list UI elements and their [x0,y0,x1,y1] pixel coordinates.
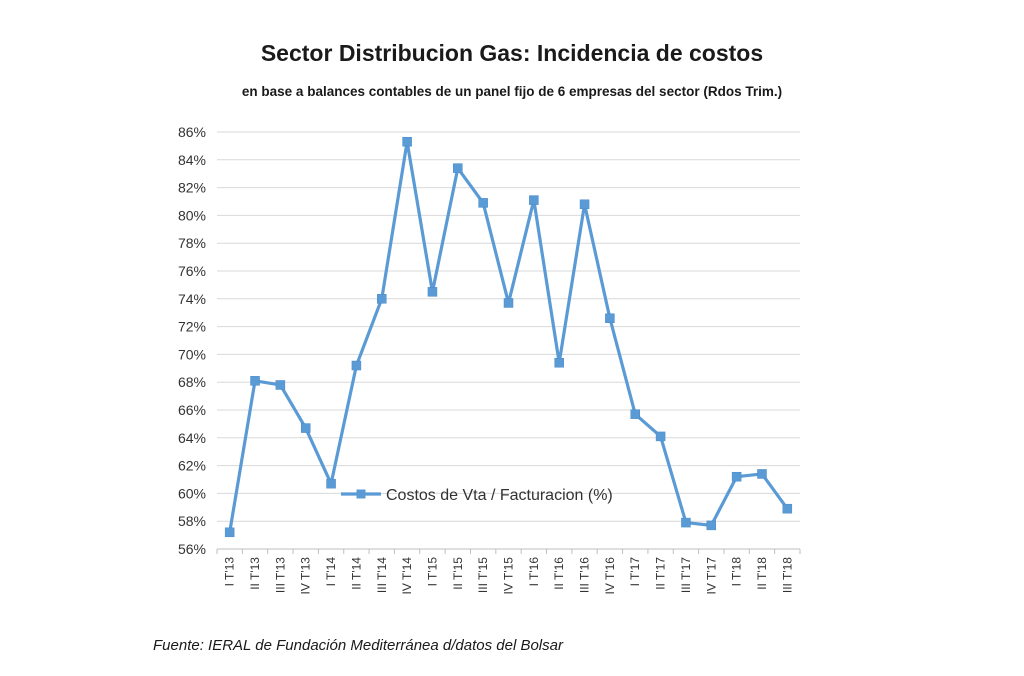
series-costos [224,136,793,538]
y-tick-label: 76% [178,263,206,279]
x-tick-label: I T'16 [527,557,541,587]
x-tick-label: III T'14 [375,557,389,593]
data-point [503,298,514,308]
x-tick-label: II T'17 [654,557,668,590]
data-point [681,517,691,528]
data-point [478,198,488,208]
x-tick-label: III T'18 [780,557,794,593]
data-point [326,478,336,489]
data-point [579,199,590,210]
data-point [250,376,260,386]
chart-title: Sector Distribucion Gas: Incidencia de c… [260,40,764,66]
x-tick-label: III T'17 [679,557,693,593]
x-tick-label: I T'17 [628,557,642,587]
data-point [630,409,640,419]
legend: Costos de Vta / Facturacion (%) [341,487,613,504]
y-tick-label: 66% [178,402,206,418]
x-tick-label: II T'14 [349,557,363,590]
y-tick-label: 86% [178,124,206,140]
source-note: Fuente: IERAL de Fundación Mediterránea … [153,637,563,654]
y-tick-label: 78% [178,235,206,251]
y-tick-label: 64% [178,430,206,446]
data-point [224,527,235,538]
data-point [706,520,717,531]
data-point [731,471,742,482]
data-point [605,313,615,324]
data-point [782,503,793,514]
x-axis: I T'13 II T'13 III T'13 IV T'13 I T'14 II T'1… [216,548,801,595]
y-tick-label: 58% [178,513,206,529]
x-tick-label: I T'14 [324,557,338,587]
x-tick-label: II T'13 [248,557,262,590]
y-tick-label: 80% [178,207,206,223]
x-tick-label: IV T'14 [400,557,414,595]
y-tick-label: 74% [178,291,206,307]
x-tick-label: I T'15 [425,557,439,587]
x-tick-label: II T'16 [552,557,566,590]
legend-marker [356,489,366,499]
data-point [351,360,362,371]
chart-subtitle: en base a balances contables de un panel… [241,84,783,99]
x-tick-label: IV T'13 [299,557,313,595]
data-point [377,294,387,304]
x-tick-label: IV T'16 [603,557,617,595]
data-point [655,431,666,442]
x-tick-label: II T'18 [755,557,769,590]
y-tick-label: 62% [178,458,206,474]
x-tick-label: III T'16 [578,557,592,593]
data-point [300,423,311,433]
data-point [427,287,438,297]
y-tick-label: 56% [178,541,206,557]
data-point [529,195,539,205]
y-tick-label: 72% [178,319,206,335]
y-tick-label: 70% [178,346,206,362]
data-point [757,469,767,479]
series-line [228,140,789,533]
data-point [453,163,463,173]
data-point [402,136,412,147]
data-point [554,357,564,368]
x-tick-label: IV T'17 [704,557,718,595]
y-tick-label: 68% [178,374,206,390]
x-tick-label: III T'13 [273,557,287,593]
x-tick-label: IV T'15 [502,557,516,595]
y-tick-label: 60% [178,485,206,501]
legend-label: Costos de Vta / Facturacion (%) [386,487,613,504]
data-point [275,380,286,390]
y-tick-label: 84% [178,152,206,168]
x-tick-label: I T'18 [730,557,744,587]
x-tick-label: II T'15 [451,557,465,590]
y-tick-label: 82% [178,180,206,196]
y-axis: 56% 58% 60% 62% 64% 66% 68% 70% 72% 74% 76% 78% 80% 8… [178,124,206,557]
x-tick-label: I T'13 [223,557,237,587]
x-tick-label: III T'15 [476,557,490,593]
